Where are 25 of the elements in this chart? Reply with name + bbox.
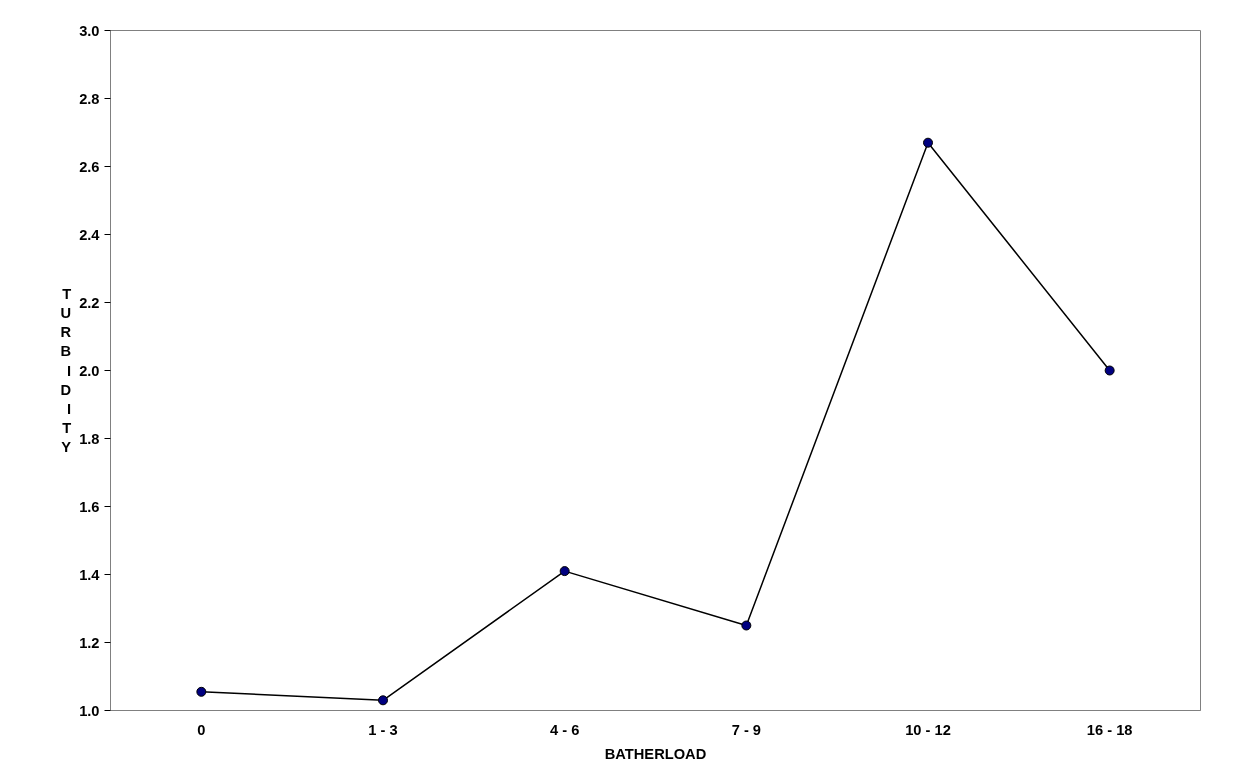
x-tick-label: 4 - 6	[550, 721, 580, 738]
x-tick-label: 7 - 9	[731, 721, 761, 738]
x-tick-label: 10 - 12	[905, 721, 951, 738]
text: TURBIDITY	[60, 285, 72, 456]
point	[741, 620, 752, 631]
x-tick-label: 16 - 18	[1086, 721, 1133, 738]
point	[1104, 365, 1115, 376]
point	[196, 686, 207, 697]
y-tick-label: 1.6	[79, 498, 100, 515]
y-tick-label: 1.4	[79, 566, 101, 583]
y-tick-label: 2.4	[79, 226, 101, 243]
point	[559, 566, 570, 577]
y-tick-label: 2.6	[79, 158, 100, 175]
point	[923, 137, 933, 148]
y-tick-label: 1.8	[79, 430, 100, 447]
y-tick-label: 2.2	[79, 294, 100, 311]
y-tick-label: 2.0	[79, 362, 100, 379]
y-tick-label: 1.0	[79, 702, 100, 719]
y-tick-label: 1.2	[79, 634, 100, 651]
x-tick-label: 0	[197, 721, 206, 738]
point	[378, 695, 388, 706]
x-tick-label: 1 - 3	[368, 721, 398, 738]
y-tick-label: 2.8	[79, 90, 100, 107]
x-axis-title: BATHERLOAD	[604, 745, 707, 762]
y-tick-label: 3.0	[79, 22, 100, 39]
